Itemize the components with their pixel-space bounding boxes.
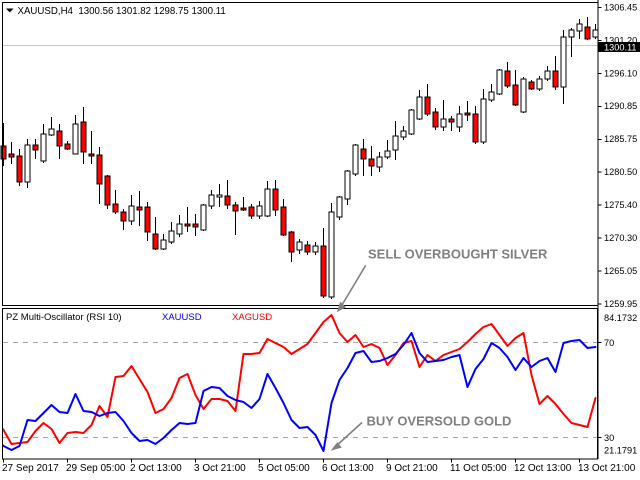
svg-text:70: 70 bbox=[604, 338, 614, 348]
svg-text:1265.05: 1265.05 bbox=[604, 266, 637, 276]
svg-text:BUY OVERSOLD GOLD: BUY OVERSOLD GOLD bbox=[367, 414, 512, 429]
svg-text:1285.75: 1285.75 bbox=[604, 134, 637, 144]
svg-text:XAUUSD,H4 1300.56 1301.82 129: XAUUSD,H4 1300.56 1301.82 1298.75 1300.1… bbox=[18, 6, 226, 17]
svg-text:1301.20: 1301.20 bbox=[604, 35, 637, 45]
svg-text:27 Sep 2017: 27 Sep 2017 bbox=[2, 463, 59, 474]
svg-text:1275.40: 1275.40 bbox=[604, 200, 637, 210]
svg-text:1270.30: 1270.30 bbox=[604, 233, 637, 243]
svg-text:2 Oct 13:00: 2 Oct 13:00 bbox=[130, 463, 182, 474]
svg-text:5 Oct 05:00: 5 Oct 05:00 bbox=[258, 463, 310, 474]
svg-text:PZ Multi-Oscillator (RSI 10): PZ Multi-Oscillator (RSI 10) bbox=[6, 312, 122, 323]
svg-text:84.1732: 84.1732 bbox=[604, 313, 637, 323]
svg-text:6 Oct 13:00: 6 Oct 13:00 bbox=[322, 463, 374, 474]
svg-text:12 Oct 13:00: 12 Oct 13:00 bbox=[514, 463, 572, 474]
svg-text:13 Oct 21:00: 13 Oct 21:00 bbox=[578, 463, 636, 474]
svg-text:3 Oct 21:00: 3 Oct 21:00 bbox=[194, 463, 246, 474]
svg-text:11 Oct 05:00: 11 Oct 05:00 bbox=[450, 463, 507, 474]
svg-text:29 Sep 05:00: 29 Sep 05:00 bbox=[66, 463, 126, 474]
svg-text:XAUUSD: XAUUSD bbox=[162, 312, 202, 323]
svg-text:1259.95: 1259.95 bbox=[604, 299, 637, 309]
svg-text:1306.45: 1306.45 bbox=[604, 2, 637, 12]
svg-text:1300.11: 1300.11 bbox=[604, 42, 637, 52]
svg-text:21.1791: 21.1791 bbox=[604, 445, 637, 455]
svg-text:9 Oct 21:00: 9 Oct 21:00 bbox=[386, 463, 438, 474]
svg-text:30: 30 bbox=[604, 433, 614, 443]
svg-text:SELL OVERBOUGHT SILVER: SELL OVERBOUGHT SILVER bbox=[368, 247, 548, 262]
svg-text:1290.85: 1290.85 bbox=[604, 101, 637, 111]
svg-text:1296.10: 1296.10 bbox=[604, 68, 637, 78]
svg-text:1280.50: 1280.50 bbox=[604, 167, 637, 177]
svg-text:XAGUSD: XAGUSD bbox=[232, 312, 272, 323]
